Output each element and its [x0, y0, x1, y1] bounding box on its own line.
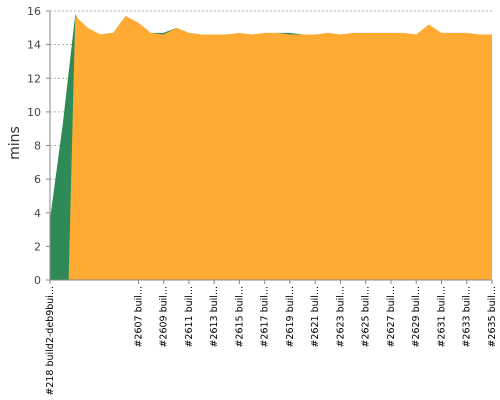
x-tick-label: #2623 buil... — [335, 286, 346, 348]
area-layer — [50, 14, 492, 281]
axis-layer — [46, 10, 492, 281]
x-tick-label: #2621 buil... — [310, 286, 321, 348]
y-axis-label: mins — [7, 126, 23, 160]
y-tick-label: 16 — [27, 5, 41, 18]
y-tick-label: 4 — [34, 207, 41, 220]
x-tick-label: #2635 buil... — [487, 286, 498, 348]
y-tick-label: 10 — [27, 106, 41, 119]
x-tick-label: #2611 buil... — [184, 286, 195, 348]
x-tick-label: #2607 buil... — [133, 286, 144, 348]
y-tick-label: 14 — [27, 39, 41, 52]
x-tick-labels: #218 build2-deb9bui... #2607 buil... #2609… — [45, 280, 498, 396]
x-tick-label: #2617 buil... — [260, 286, 271, 348]
y-tick-label: 6 — [34, 173, 41, 186]
x-tick-label: #2629 buil... — [411, 286, 422, 348]
y-tick-label: 8 — [34, 140, 41, 153]
x-tick-label: #2609 buil... — [159, 286, 170, 348]
x-tick-label: #2631 buil... — [436, 286, 447, 348]
y-tick-label: 12 — [27, 72, 41, 85]
x-tick-label: #2619 buil... — [285, 286, 296, 348]
x-tick-label: #2625 buil... — [361, 286, 372, 348]
x-tick-label: #2633 buil... — [462, 286, 473, 348]
y-tick-label: 0 — [34, 274, 41, 287]
x-tick-label: #2613 buil... — [209, 286, 220, 348]
x-tick-label: #2615 buil... — [234, 286, 245, 348]
y-tick-label: 2 — [34, 240, 41, 253]
area-series-2 — [68, 16, 492, 280]
x-tick-label: #2627 buil... — [386, 286, 397, 348]
y-tick-labels: 0 2 4 6 8 10 12 14 16 — [27, 5, 41, 287]
x-tick-label: #218 build2-deb9bui... — [45, 286, 56, 396]
